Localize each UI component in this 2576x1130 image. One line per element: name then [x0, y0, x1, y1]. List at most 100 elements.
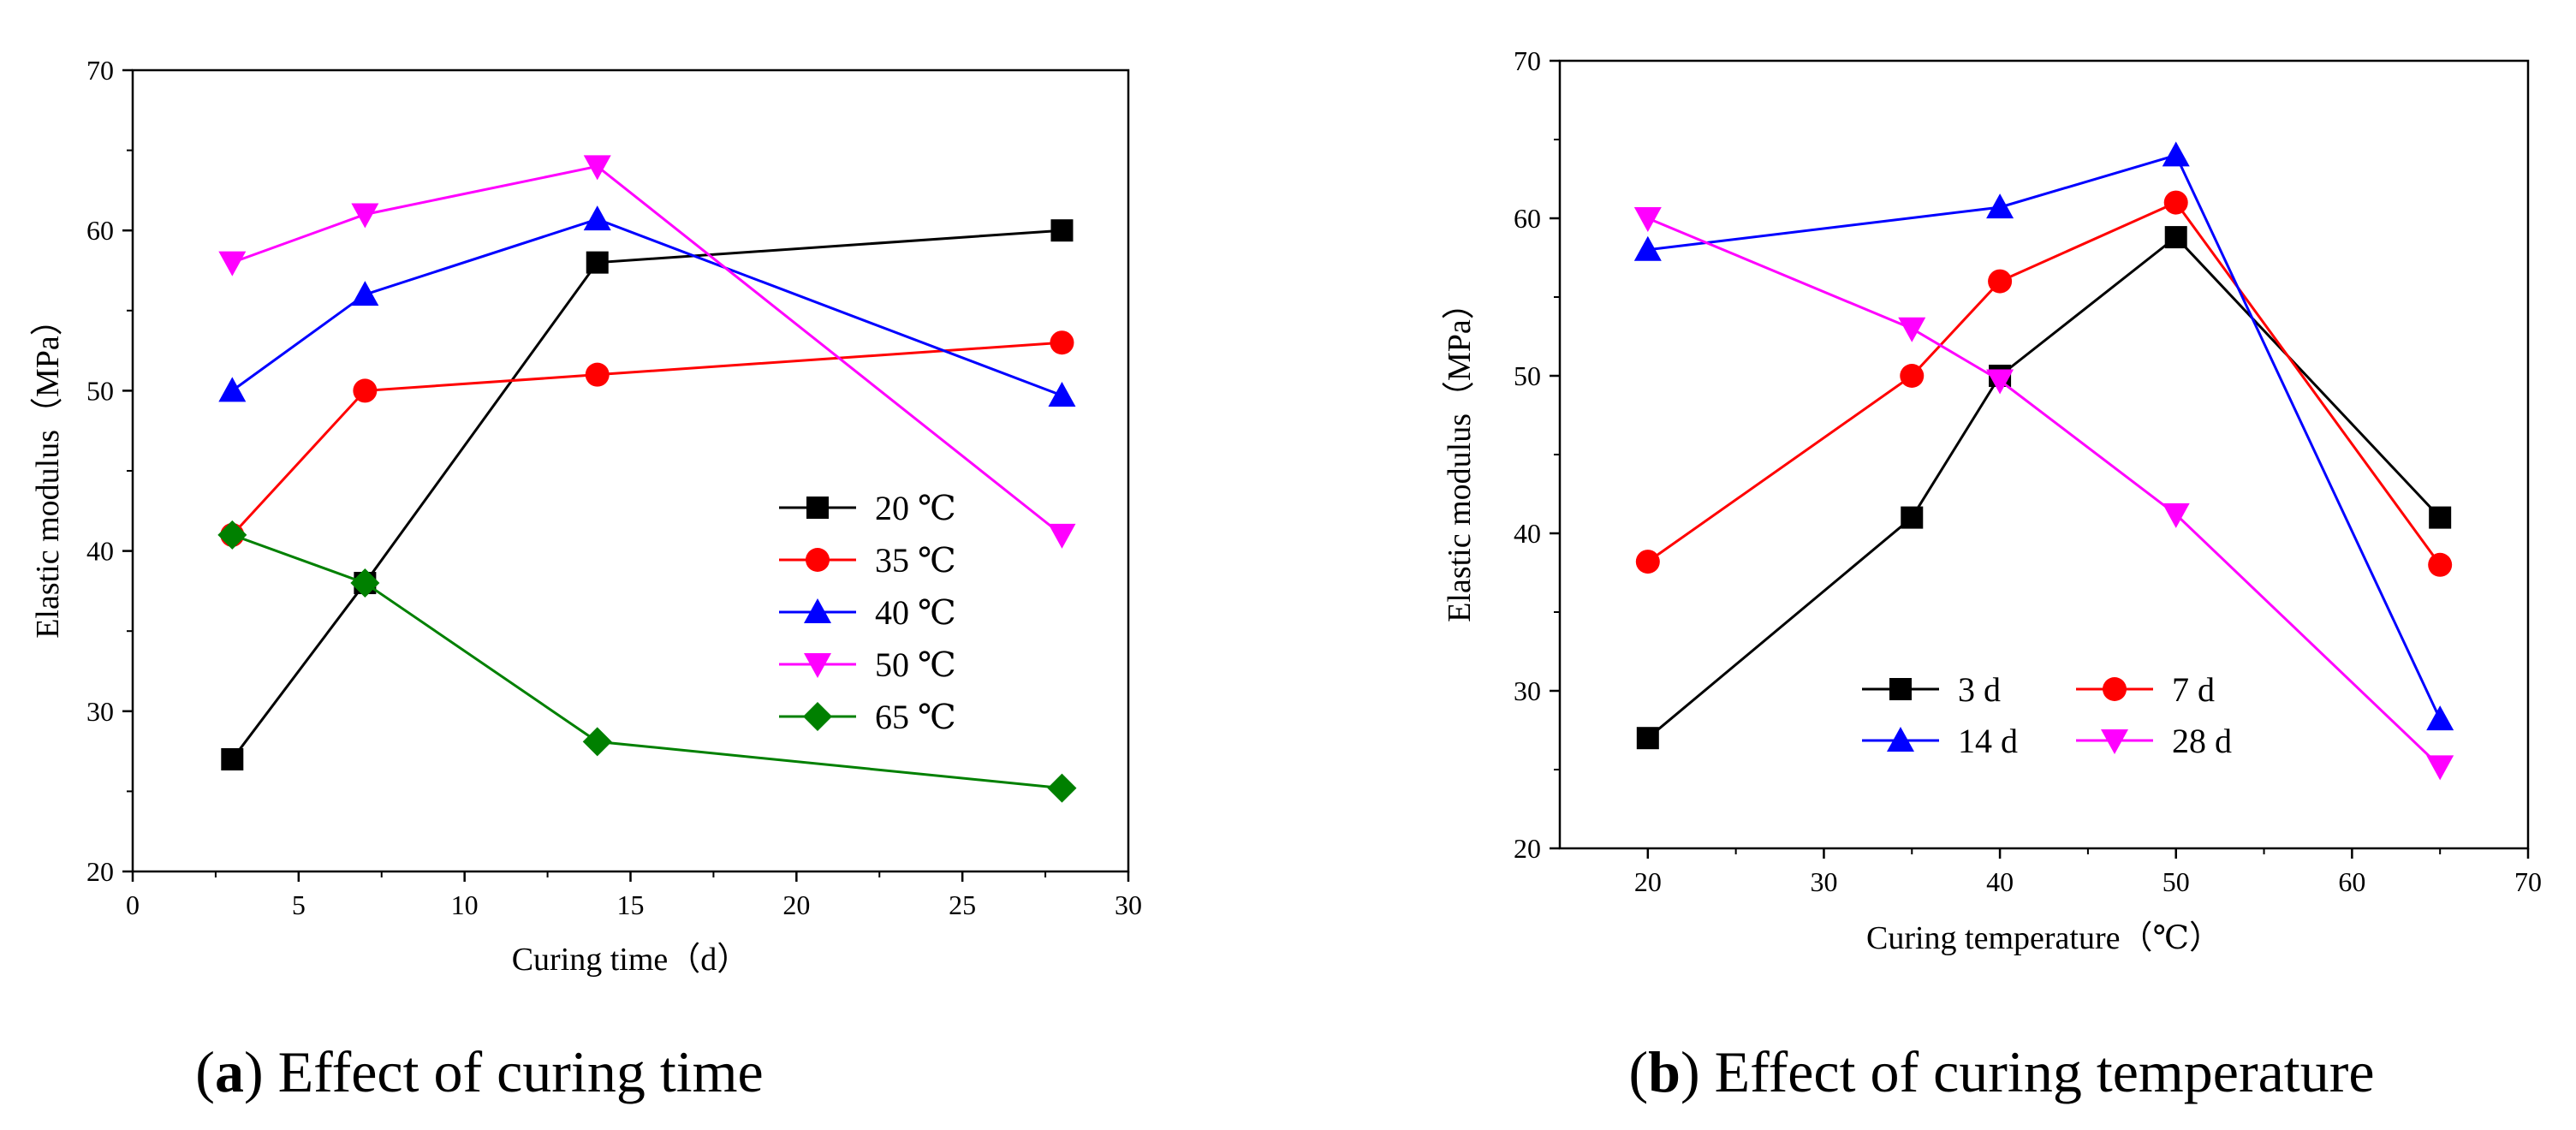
chart-b-legend-label: 14 d [1958, 722, 2018, 760]
chart-a-ylabel: Elastic modulus（MPa） [30, 303, 66, 639]
chart-a-legend-label: 20 ℃ [875, 489, 956, 527]
chart-a-data-point [351, 281, 379, 306]
chart-a-legend-marker [804, 653, 831, 678]
chart-a-ytick-label: 20 [86, 856, 114, 887]
chart-b-ylabel: Elastic modulus（MPa） [1442, 287, 1478, 622]
chart-b-legend-label: 7 d [2172, 670, 2215, 709]
chart-b-data-point [1988, 269, 2013, 294]
chart-a-xtick-label: 25 [949, 889, 976, 920]
chart-b-xlabel: Curing temperature（℃） [1866, 920, 2222, 956]
chart-a-data-point [583, 155, 611, 181]
chart-b-legend-marker [2103, 677, 2127, 701]
chart-b-xtick-label: 20 [1634, 866, 1662, 897]
chart-b-series-2 [1633, 141, 2454, 731]
chart-b-ytick-label: 60 [1514, 203, 1541, 234]
chart-a-data-point [217, 520, 247, 550]
chart-b-legend-label: 28 d [2172, 722, 2232, 760]
chart-a-data-point [350, 568, 380, 598]
chart-a-series-4 [217, 520, 1077, 803]
chart-a-legend-label: 35 ℃ [875, 541, 956, 580]
chart-b-data-point [2162, 503, 2190, 528]
chart-b-legend-marker [1887, 727, 1914, 752]
chart-b-series-3 [1633, 207, 2454, 781]
chart-a-ytick-label: 50 [86, 375, 114, 406]
chart-a-legend-marker [804, 598, 831, 623]
chart-b-series-line [1647, 153, 2442, 720]
chart-b-series-line [1646, 200, 2442, 566]
chart-b-ytick-label: 50 [1514, 360, 1541, 391]
chart-b-data-point [1635, 550, 1660, 574]
chart-a-data-point [1048, 382, 1076, 407]
chart-a-data-point [1050, 330, 1074, 355]
chart-a-series-3 [218, 155, 1076, 549]
chart-a-xtick-label: 5 [292, 889, 306, 920]
chart-b-data-point [1636, 727, 1659, 750]
chart-a-legend-label: 65 ℃ [875, 698, 956, 736]
chart-b-data-point [2164, 226, 2187, 249]
chart-a-series-line [231, 229, 1062, 760]
chart-a-data-point [218, 377, 247, 402]
chart-a-ytick-label: 40 [86, 536, 114, 567]
caption-a-letter: a [215, 1039, 244, 1104]
chart-b-data-point [1901, 506, 1924, 529]
chart-a-curing-time: 0 5 10 15 20 25 30 20 30 40 50 60 70 Curing time（d） El… [30, 55, 1142, 978]
chart-a-series-line [231, 164, 1063, 537]
chart-a-data-point [1047, 773, 1077, 803]
caption-b-letter: b [1648, 1039, 1681, 1104]
chart-b-series-line [1647, 217, 2442, 768]
chart-a-series-2 [218, 205, 1076, 407]
chart-a-data-point [583, 205, 611, 231]
chart-b-data-point [1986, 369, 2014, 395]
chart-a-xtick-label: 15 [617, 889, 645, 920]
chart-b-frame [1558, 59, 2530, 850]
chart-a-data-point [218, 251, 247, 277]
chart-a-frame [131, 68, 1130, 873]
chart-a-ytick-label: 60 [86, 215, 114, 246]
caption-b: (b) Effect of curing temperature [1628, 1039, 2374, 1104]
chart-a-data-point [586, 251, 609, 274]
chart-b-series-line [1646, 235, 2442, 740]
chart-b-series-1 [1635, 190, 2453, 577]
chart-b-data-point [2426, 755, 2454, 781]
chart-b-xtick-label: 70 [2514, 866, 2542, 897]
chart-a-legend-label: 50 ℃ [875, 645, 956, 684]
chart-a-xtick-label: 20 [782, 889, 810, 920]
chart-b-legend-marker [1889, 678, 1912, 700]
chart-b-data-point [1898, 317, 1926, 342]
chart-a-data-point [1048, 523, 1076, 549]
chart-a-legend-marker [806, 497, 829, 519]
chart-b-data-point [1986, 193, 2014, 219]
chart-b-legend: 3 d 7 d 14 d 28 d [1862, 670, 2232, 760]
chart-a-ytick-label: 70 [86, 55, 114, 86]
chart-b-ytick-label: 20 [1514, 833, 1541, 864]
chart-b-xtick-label: 50 [2163, 866, 2190, 897]
chart-b-legend-label: 3 d [1958, 670, 2001, 709]
chart-b-legend-marker [2101, 729, 2128, 754]
chart-b-ytick-label: 30 [1514, 675, 1541, 706]
chart-b-data-point [1633, 235, 1662, 261]
chart-b-data-point [2162, 141, 2190, 167]
chart-b-data-point [2163, 190, 2188, 215]
chart-b-data-point [1900, 364, 1925, 388]
chart-a-series-line [231, 341, 1062, 536]
chart-b-series-0 [1636, 226, 2452, 750]
caption-a-text: Effect of curing time [264, 1039, 764, 1104]
chart-a-data-point [585, 362, 610, 387]
chart-a-legend: 20 ℃ 35 ℃ 40 ℃ 50 ℃ 65 ℃ [779, 489, 956, 736]
chart-b-xtick-label: 40 [1986, 866, 2014, 897]
chart-b-data-point [2426, 705, 2454, 731]
chart-a-data-point [1050, 219, 1074, 242]
chart-a-xtick-label: 10 [451, 889, 479, 920]
chart-a-xtick-label: 0 [126, 889, 140, 920]
chart-b-data-point [2428, 552, 2453, 577]
chart-a-data-point [353, 378, 378, 403]
chart-a-legend-marker [803, 702, 832, 731]
chart-a-legend-marker [806, 548, 830, 572]
chart-a-data-point [221, 747, 244, 770]
chart-a-series-line [231, 217, 1062, 397]
chart-a-data-point [582, 727, 612, 757]
chart-b-xtick-label: 30 [1810, 866, 1837, 897]
chart-b-data-point [2429, 506, 2452, 529]
caption-a: (a) Effect of curing time [195, 1039, 763, 1104]
